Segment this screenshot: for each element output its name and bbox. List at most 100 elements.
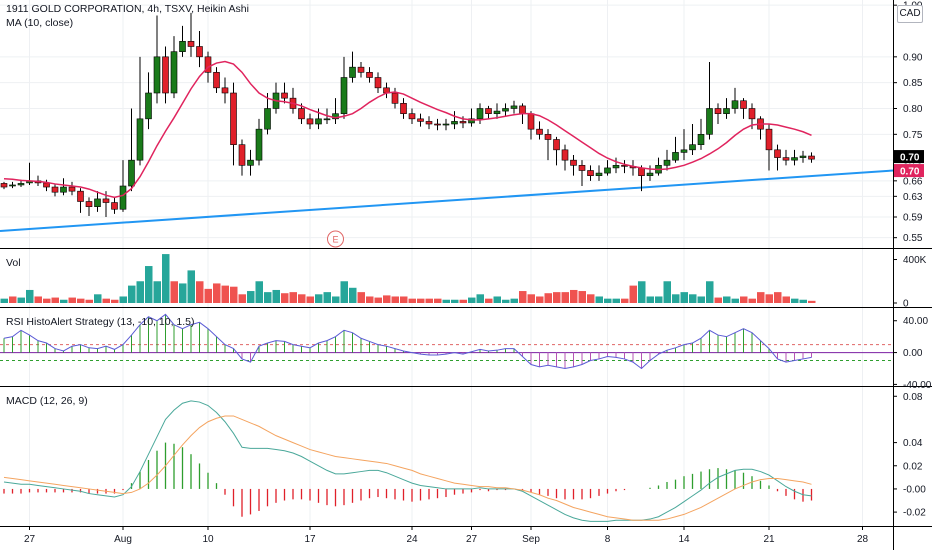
candle[interactable] <box>221 87 229 94</box>
candle[interactable] <box>689 144 696 151</box>
volume-bar[interactable] <box>196 281 204 303</box>
volume-bar[interactable] <box>442 299 451 303</box>
candle[interactable] <box>315 118 322 125</box>
volume-bar[interactable] <box>459 299 468 303</box>
volume-bar[interactable] <box>604 298 612 303</box>
volume-bar[interactable] <box>799 299 808 303</box>
volume-bar[interactable] <box>748 298 757 303</box>
candle[interactable] <box>153 56 161 94</box>
candle[interactable] <box>60 186 67 193</box>
volume-bar[interactable] <box>289 292 298 303</box>
volume-bar[interactable] <box>587 294 595 303</box>
volume-bar[interactable] <box>782 296 791 303</box>
macd-line[interactable] <box>3 400 812 522</box>
candle[interactable] <box>493 110 501 114</box>
volume-bar[interactable] <box>714 297 723 303</box>
candle[interactable] <box>578 165 586 171</box>
volume-bar[interactable] <box>638 281 646 303</box>
candle[interactable] <box>204 56 212 73</box>
candle[interactable] <box>340 77 348 114</box>
candle[interactable] <box>119 185 127 210</box>
candle[interactable] <box>791 157 798 161</box>
volume-bar[interactable] <box>43 298 51 303</box>
volume-bar[interactable] <box>680 292 689 303</box>
candle[interactable] <box>179 41 186 52</box>
volume-bar[interactable] <box>17 297 26 303</box>
volume-bar[interactable] <box>306 296 315 303</box>
candle[interactable] <box>740 100 747 109</box>
volume-bar[interactable] <box>221 285 230 303</box>
candle[interactable] <box>476 108 484 120</box>
volume-bar[interactable] <box>663 281 672 303</box>
volume-bar[interactable] <box>162 254 170 303</box>
rsi-pane[interactable] <box>0 313 893 370</box>
candle[interactable] <box>510 105 518 109</box>
candle[interactable] <box>527 113 535 130</box>
volume-bar[interactable] <box>383 295 391 303</box>
candle[interactable] <box>485 108 492 114</box>
volume-bar[interactable] <box>612 298 621 303</box>
volume-bar[interactable] <box>519 291 527 303</box>
volume-bar[interactable] <box>0 298 9 303</box>
macd-pane[interactable] <box>3 400 813 522</box>
volume-bar[interactable] <box>502 299 510 303</box>
volume-bar[interactable] <box>119 296 128 303</box>
volume-bar[interactable] <box>264 292 272 303</box>
volume-bar[interactable] <box>468 297 476 303</box>
volume-bar[interactable] <box>706 281 714 303</box>
candle[interactable] <box>136 118 144 161</box>
volume-bar[interactable] <box>34 296 43 303</box>
volume-bar[interactable] <box>731 298 740 303</box>
candle[interactable] <box>0 183 8 188</box>
candle[interactable] <box>306 118 314 125</box>
candle[interactable] <box>111 202 118 210</box>
volume-bar[interactable] <box>349 287 357 303</box>
volume-bar[interactable] <box>434 298 442 303</box>
candle[interactable] <box>604 167 611 174</box>
volume-bar[interactable] <box>102 298 111 303</box>
candle[interactable] <box>187 41 195 47</box>
candle[interactable] <box>281 92 288 99</box>
volume-bar[interactable] <box>765 294 774 303</box>
volume-bar[interactable] <box>697 296 706 303</box>
candle[interactable] <box>162 56 169 94</box>
candle[interactable] <box>595 172 603 176</box>
volume-bar[interactable] <box>689 294 697 303</box>
candle[interactable] <box>196 46 203 58</box>
candle[interactable] <box>731 100 739 109</box>
candle[interactable] <box>170 51 178 94</box>
candle[interactable] <box>298 108 305 120</box>
candle[interactable] <box>9 184 16 187</box>
volume-bar[interactable] <box>213 283 221 303</box>
volume-bar[interactable] <box>774 292 782 303</box>
volume-bar[interactable] <box>247 291 255 303</box>
currency-badge[interactable]: CAD <box>897 5 923 23</box>
candle[interactable] <box>408 113 416 120</box>
volume-bar[interactable] <box>128 285 136 303</box>
candle[interactable] <box>94 198 101 207</box>
volume-bar[interactable] <box>553 292 561 303</box>
candle[interactable] <box>145 92 152 120</box>
candle[interactable] <box>612 165 620 169</box>
volume-bar[interactable] <box>400 296 408 303</box>
candle[interactable] <box>425 121 433 125</box>
candle[interactable] <box>621 165 628 167</box>
candle[interactable] <box>255 128 263 161</box>
volume-bar[interactable] <box>315 294 323 303</box>
candle[interactable] <box>799 155 807 158</box>
candle[interactable] <box>697 134 705 145</box>
volume-bar[interactable] <box>170 281 179 303</box>
volume-bar[interactable] <box>757 292 765 303</box>
volume-bar[interactable] <box>740 296 748 303</box>
candle[interactable] <box>765 128 773 151</box>
volume-bar[interactable] <box>68 297 77 303</box>
candle[interactable] <box>357 66 365 73</box>
volume-bar[interactable] <box>527 294 536 303</box>
candle[interactable] <box>587 170 594 176</box>
volume-bar[interactable] <box>340 281 349 303</box>
candle[interactable] <box>366 72 373 78</box>
candle[interactable] <box>706 108 713 135</box>
volume-bar[interactable] <box>187 270 196 303</box>
volume-bar[interactable] <box>60 299 68 303</box>
